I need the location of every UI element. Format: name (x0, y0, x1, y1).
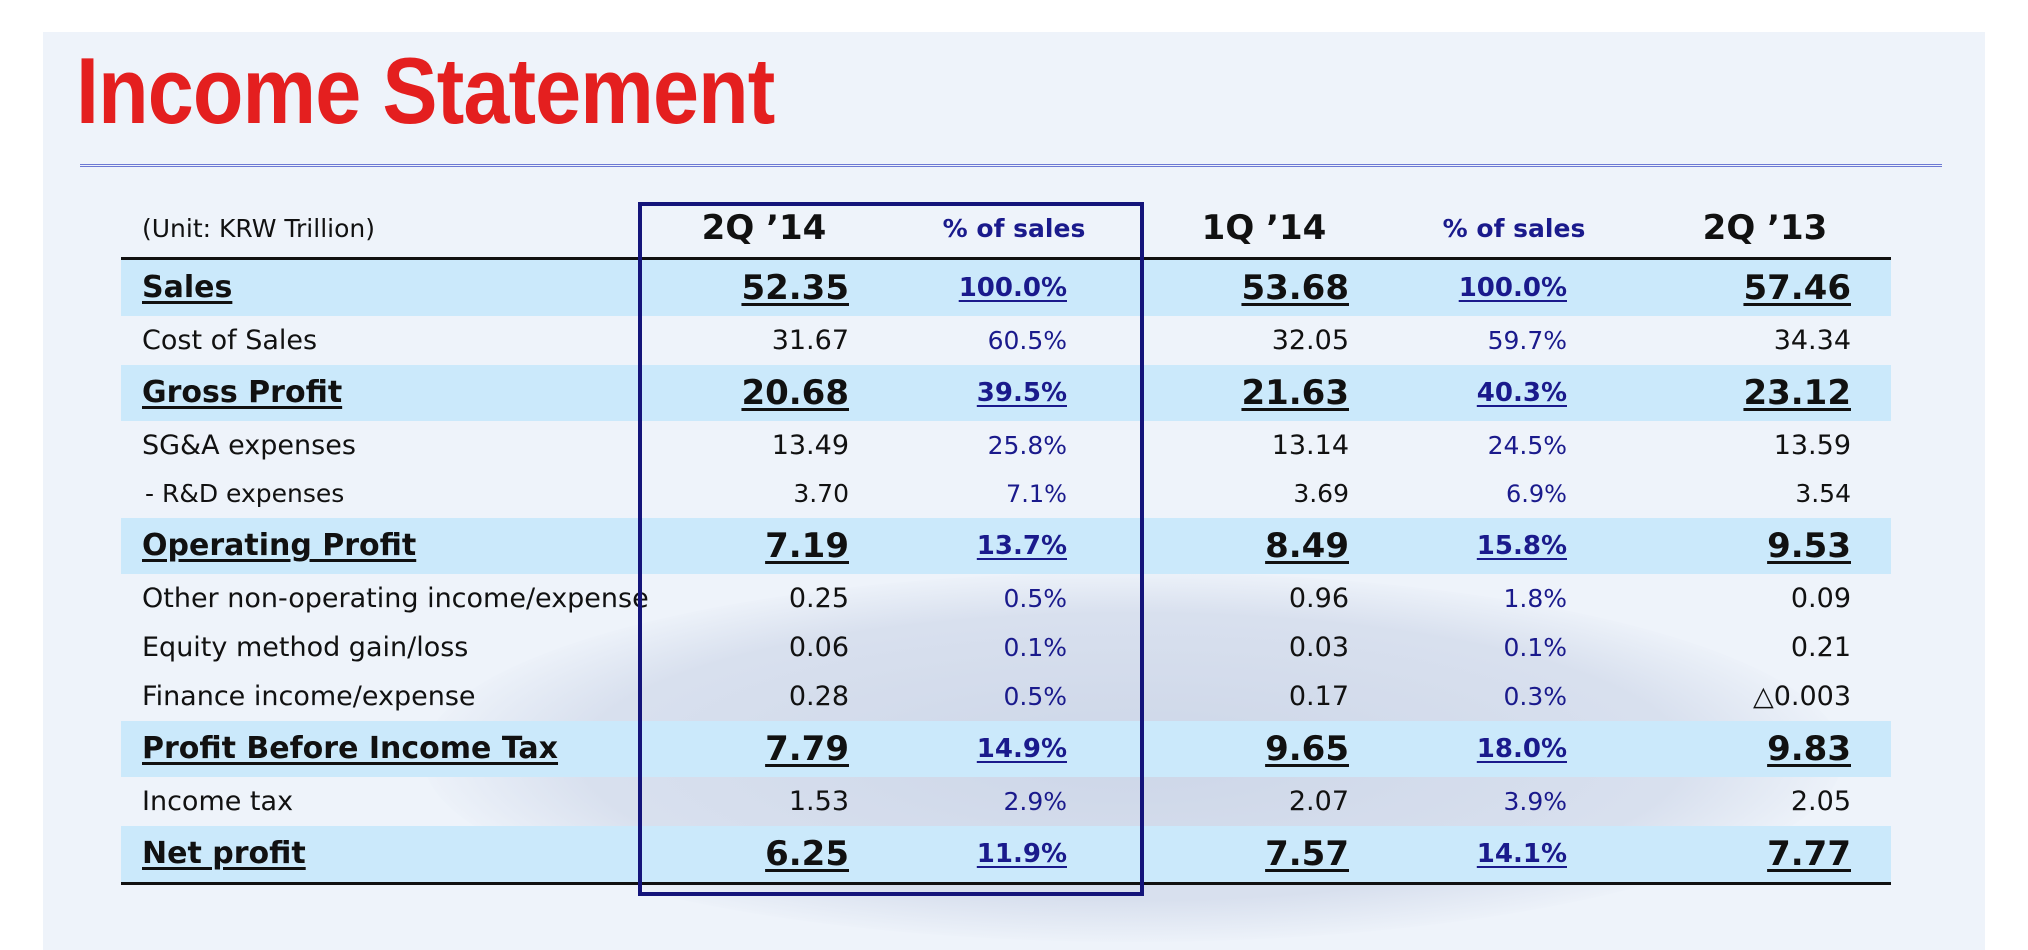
row-label: Gross Profit (142, 375, 343, 410)
pct-2q14: 25.8% (987, 430, 1067, 460)
value-2q14: 13.49 (771, 429, 849, 461)
value-1q14: 7.57 (1265, 833, 1349, 874)
pct-2q14: 14.9% (976, 733, 1067, 764)
pct-2q14: 60.5% (987, 325, 1067, 355)
page-title: Income Statement (76, 38, 775, 143)
value-2q14: 7.79 (765, 728, 849, 769)
header-row: (Unit: KRW Trillion) 2Q ’14 % of sales 1… (121, 200, 1891, 258)
column-header-pct-2q14: % of sales (942, 213, 1086, 243)
value-1q14: 3.69 (1293, 479, 1349, 508)
value-2q13: 9.83 (1767, 728, 1851, 769)
row-profit-before-tax: Profit Before Income Tax 7.79 14.9% 9.65… (121, 720, 1891, 777)
value-1q14: 9.65 (1265, 728, 1349, 769)
pct-2q14: 100.0% (958, 272, 1067, 303)
row-net-profit: Net profit 6.25 11.9% 7.57 14.1% 7.77 (121, 825, 1891, 883)
row-other-non-operating: Other non-operating income/expense 0.25 … (121, 574, 1891, 623)
row-label: Finance income/expense (142, 680, 476, 712)
value-1q14: 53.68 (1241, 267, 1349, 308)
pct-2q14: 2.9% (1003, 786, 1067, 816)
column-header-pct-1q14: % of sales (1442, 213, 1586, 243)
value-2q14: 20.68 (741, 372, 849, 413)
value-2q13: 0.09 (1790, 582, 1851, 614)
pct-1q14: 3.9% (1503, 786, 1567, 816)
row-label: Income tax (142, 785, 294, 817)
pct-1q14: 1.8% (1503, 583, 1567, 613)
row-operating-profit: Operating Profit 7.19 13.7% 8.49 15.8% 9… (121, 517, 1891, 574)
pct-2q14: 11.9% (976, 838, 1067, 869)
slide (43, 32, 1985, 950)
value-2q13: 9.53 (1767, 525, 1851, 566)
value-2q13: 57.46 (1743, 267, 1851, 308)
value-2q14: 6.25 (765, 833, 849, 874)
column-header-2q14: 2Q ’14 (701, 208, 827, 249)
row-label: SG&A expenses (142, 429, 356, 461)
row-label: Other non-operating income/expense (142, 582, 649, 614)
row-label: Sales (142, 270, 233, 305)
pct-2q14: 39.5% (976, 377, 1067, 408)
pct-1q14: 59.7% (1487, 325, 1567, 355)
pct-1q14: 14.1% (1476, 838, 1567, 869)
row-label: Cost of Sales (142, 324, 318, 356)
pct-1q14: 40.3% (1476, 377, 1567, 408)
row-finance-income: Finance income/expense 0.28 0.5% 0.17 0.… (121, 672, 1891, 721)
value-1q14: 32.05 (1271, 324, 1349, 356)
income-statement-table: (Unit: KRW Trillion) 2Q ’14 % of sales 1… (121, 200, 1891, 885)
value-2q14: 0.25 (788, 582, 849, 614)
value-1q14: 0.96 (1288, 582, 1349, 614)
pct-2q14: 0.1% (1003, 632, 1067, 662)
value-1q14: 21.63 (1241, 372, 1349, 413)
pct-1q14: 100.0% (1458, 272, 1567, 303)
row-sga-expenses: SG&A expenses 13.49 25.8% 13.14 24.5% 13… (121, 421, 1891, 470)
row-rd-expenses: - R&D expenses 3.70 7.1% 3.69 6.9% 3.54 (121, 470, 1891, 518)
pct-1q14: 18.0% (1476, 733, 1567, 764)
value-2q14: 7.19 (765, 525, 849, 566)
pct-2q14: 0.5% (1003, 681, 1067, 711)
pct-2q14: 0.5% (1003, 583, 1067, 613)
value-1q14: 2.07 (1288, 785, 1349, 817)
row-gross-profit: Gross Profit 20.68 39.5% 21.63 40.3% 23.… (121, 364, 1891, 421)
value-2q13: 7.77 (1767, 833, 1851, 874)
value-2q13: 13.59 (1773, 429, 1851, 461)
row-label: Operating Profit (142, 528, 417, 563)
value-1q14: 13.14 (1271, 429, 1349, 461)
samsung-logo-watermark (423, 572, 1843, 942)
row-label: Net profit (142, 836, 306, 871)
value-2q13: 2.05 (1790, 785, 1851, 817)
pct-2q14: 7.1% (1006, 479, 1067, 508)
row-cost-of-sales: Cost of Sales 31.67 60.5% 32.05 59.7% 34… (121, 316, 1891, 365)
row-equity-method: Equity method gain/loss 0.06 0.1% 0.03 0… (121, 623, 1891, 672)
pct-1q14: 24.5% (1487, 430, 1567, 460)
value-2q13: 3.54 (1795, 479, 1851, 508)
value-2q14: 31.67 (771, 324, 849, 356)
column-header-1q14: 1Q ’14 (1201, 208, 1327, 249)
value-2q14: 0.06 (788, 631, 849, 663)
row-income-tax: Income tax 1.53 2.9% 2.07 3.9% 2.05 (121, 777, 1891, 826)
value-2q14: 0.28 (788, 680, 849, 712)
value-1q14: 0.03 (1288, 631, 1349, 663)
value-2q13: 0.21 (1790, 631, 1851, 663)
value-2q14: 52.35 (741, 267, 849, 308)
row-label: Profit Before Income Tax (142, 731, 559, 766)
value-2q13: △0.003 (1752, 680, 1851, 712)
unit-label: (Unit: KRW Trillion) (142, 213, 375, 243)
pct-2q14: 13.7% (976, 530, 1067, 561)
value-2q14: 1.53 (788, 785, 849, 817)
value-1q14: 0.17 (1288, 680, 1349, 712)
title-divider (80, 164, 1942, 167)
row-sales: Sales 52.35 100.0% 53.68 100.0% 57.46 (121, 258, 1891, 316)
row-label: - R&D expenses (145, 479, 345, 508)
pct-1q14: 0.3% (1503, 681, 1567, 711)
pct-1q14: 0.1% (1503, 632, 1567, 662)
value-1q14: 8.49 (1265, 525, 1349, 566)
value-2q14: 3.70 (793, 479, 849, 508)
row-label: Equity method gain/loss (142, 631, 469, 663)
value-2q13: 23.12 (1743, 372, 1851, 413)
column-header-2q13: 2Q ’13 (1702, 208, 1828, 249)
value-2q13: 34.34 (1773, 324, 1851, 356)
pct-1q14: 15.8% (1476, 530, 1567, 561)
pct-1q14: 6.9% (1506, 479, 1567, 508)
